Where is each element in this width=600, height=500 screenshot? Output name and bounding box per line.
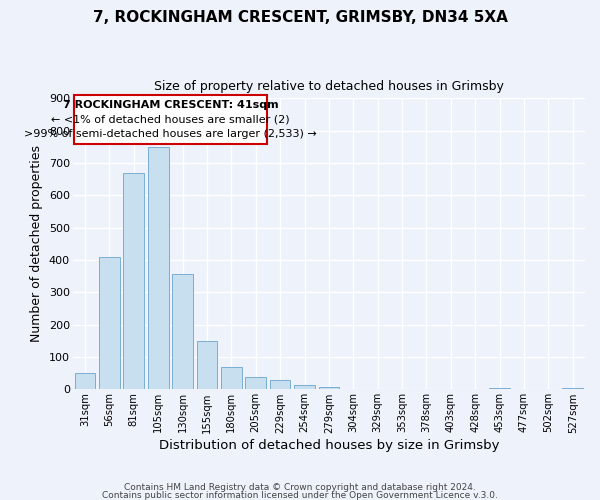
Bar [148,147,169,390]
Text: 7, ROCKINGHAM CRESCENT, GRIMSBY, DN34 5XA: 7, ROCKINGHAM CRESCENT, GRIMSBY, DN34 5X… [92,10,508,25]
FancyBboxPatch shape [74,95,267,144]
Bar [319,387,339,390]
X-axis label: Distribution of detached houses by size in Grimsby: Distribution of detached houses by size … [158,440,499,452]
Bar [197,341,217,390]
Bar [270,380,290,390]
Bar [99,257,120,390]
Bar [124,172,144,390]
Bar [245,378,266,390]
Y-axis label: Number of detached properties: Number of detached properties [31,146,43,342]
Bar [172,274,193,390]
Bar [221,367,242,390]
Title: Size of property relative to detached houses in Grimsby: Size of property relative to detached ho… [154,80,504,93]
Text: ← <1% of detached houses are smaller (2): ← <1% of detached houses are smaller (2) [51,114,290,124]
Bar [74,373,95,390]
Text: Contains public sector information licensed under the Open Government Licence v.: Contains public sector information licen… [102,490,498,500]
Text: Contains HM Land Registry data © Crown copyright and database right 2024.: Contains HM Land Registry data © Crown c… [124,484,476,492]
Bar [562,388,583,390]
Bar [489,388,510,390]
Bar [294,384,315,390]
Bar [343,389,364,390]
Text: >99% of semi-detached houses are larger (2,533) →: >99% of semi-detached houses are larger … [24,129,317,139]
Text: 7 ROCKINGHAM CRESCENT: 41sqm: 7 ROCKINGHAM CRESCENT: 41sqm [62,100,278,110]
